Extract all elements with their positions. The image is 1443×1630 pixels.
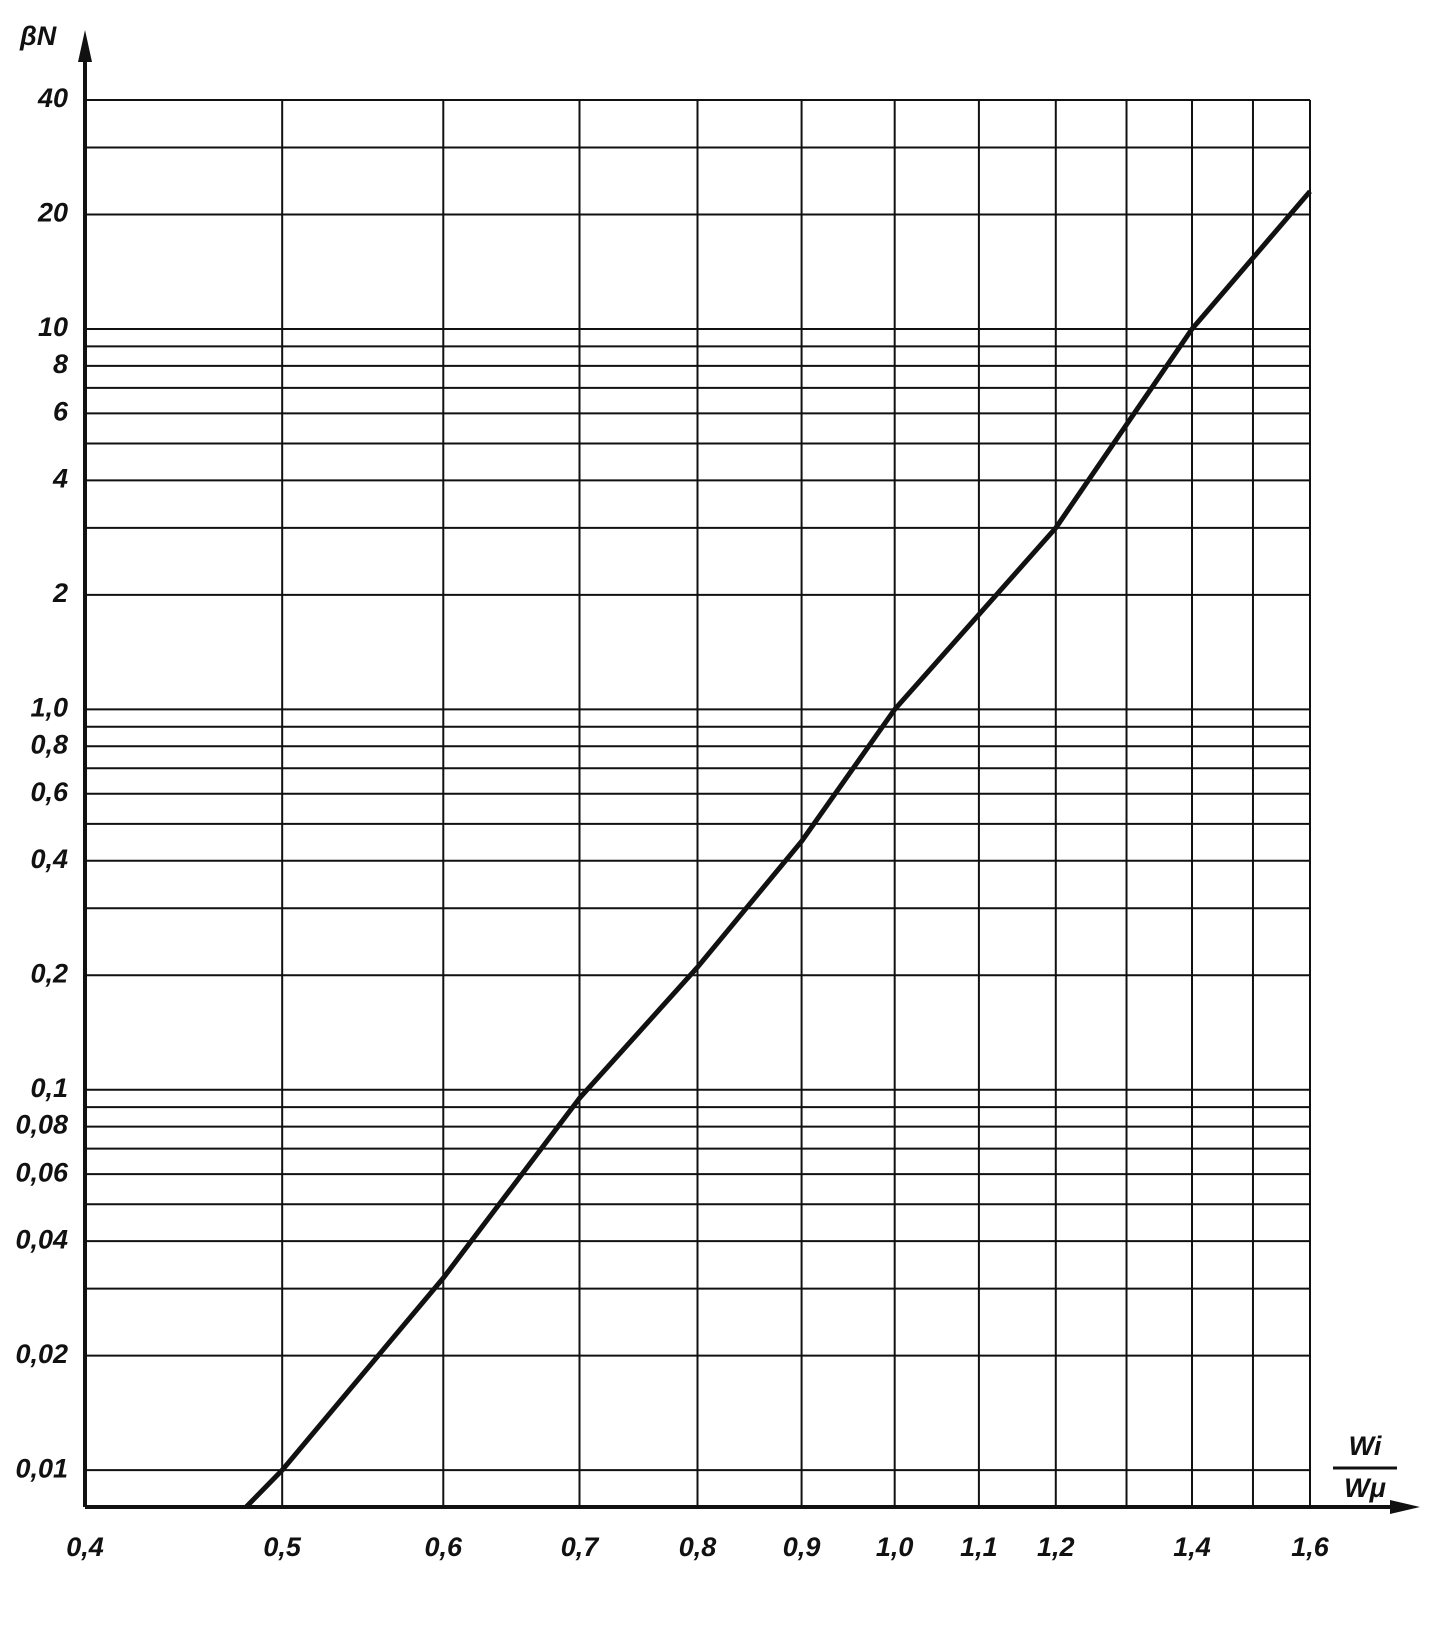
y-tick-label: 20	[37, 198, 68, 228]
x-axis-label-numerator: Wi	[1349, 1431, 1382, 1461]
x-tick-label: 0,6	[425, 1532, 464, 1562]
y-tick-label: 0,08	[15, 1110, 68, 1140]
x-tick-label: 1,6	[1291, 1532, 1330, 1562]
y-tick-label: 0,06	[15, 1157, 69, 1187]
y-tick-label: 0,04	[15, 1224, 68, 1254]
y-tick-label: 40	[37, 83, 68, 113]
y-tick-label: 4	[52, 464, 68, 494]
x-tick-label: 0,5	[263, 1532, 302, 1562]
x-tick-label: 0,8	[679, 1532, 717, 1562]
x-tick-label: 1,4	[1173, 1532, 1211, 1562]
y-tick-label: 0,8	[30, 729, 68, 759]
x-tick-label: 0,4	[66, 1532, 104, 1562]
y-tick-label: 8	[53, 349, 68, 379]
x-tick-label: 1,0	[876, 1532, 914, 1562]
x-tick-label: 1,2	[1037, 1532, 1075, 1562]
y-tick-label: 0,1	[30, 1073, 68, 1103]
y-tick-label: 0,02	[15, 1339, 68, 1369]
y-tick-label: 0,01	[15, 1453, 68, 1483]
y-tick-label: 0,6	[30, 777, 69, 807]
x-axis-label-denominator: Wμ	[1344, 1473, 1386, 1503]
y-tick-label: 10	[38, 312, 68, 342]
x-axis-arrow	[1390, 1500, 1420, 1514]
data-line	[244, 189, 1312, 1509]
y-tick-label: 6	[53, 397, 69, 427]
x-tick-label: 0,7	[561, 1532, 601, 1562]
x-tick-label: 1,1	[960, 1532, 998, 1562]
x-tick-label: 0,9	[783, 1532, 821, 1562]
y-tick-label: 1,0	[30, 693, 68, 723]
y-tick-label: 0,4	[30, 844, 68, 874]
y-axis-arrow	[78, 30, 92, 62]
y-axis-label: βN	[19, 21, 57, 51]
y-tick-label: 2	[52, 578, 68, 608]
y-tick-label: 0,2	[30, 958, 68, 988]
